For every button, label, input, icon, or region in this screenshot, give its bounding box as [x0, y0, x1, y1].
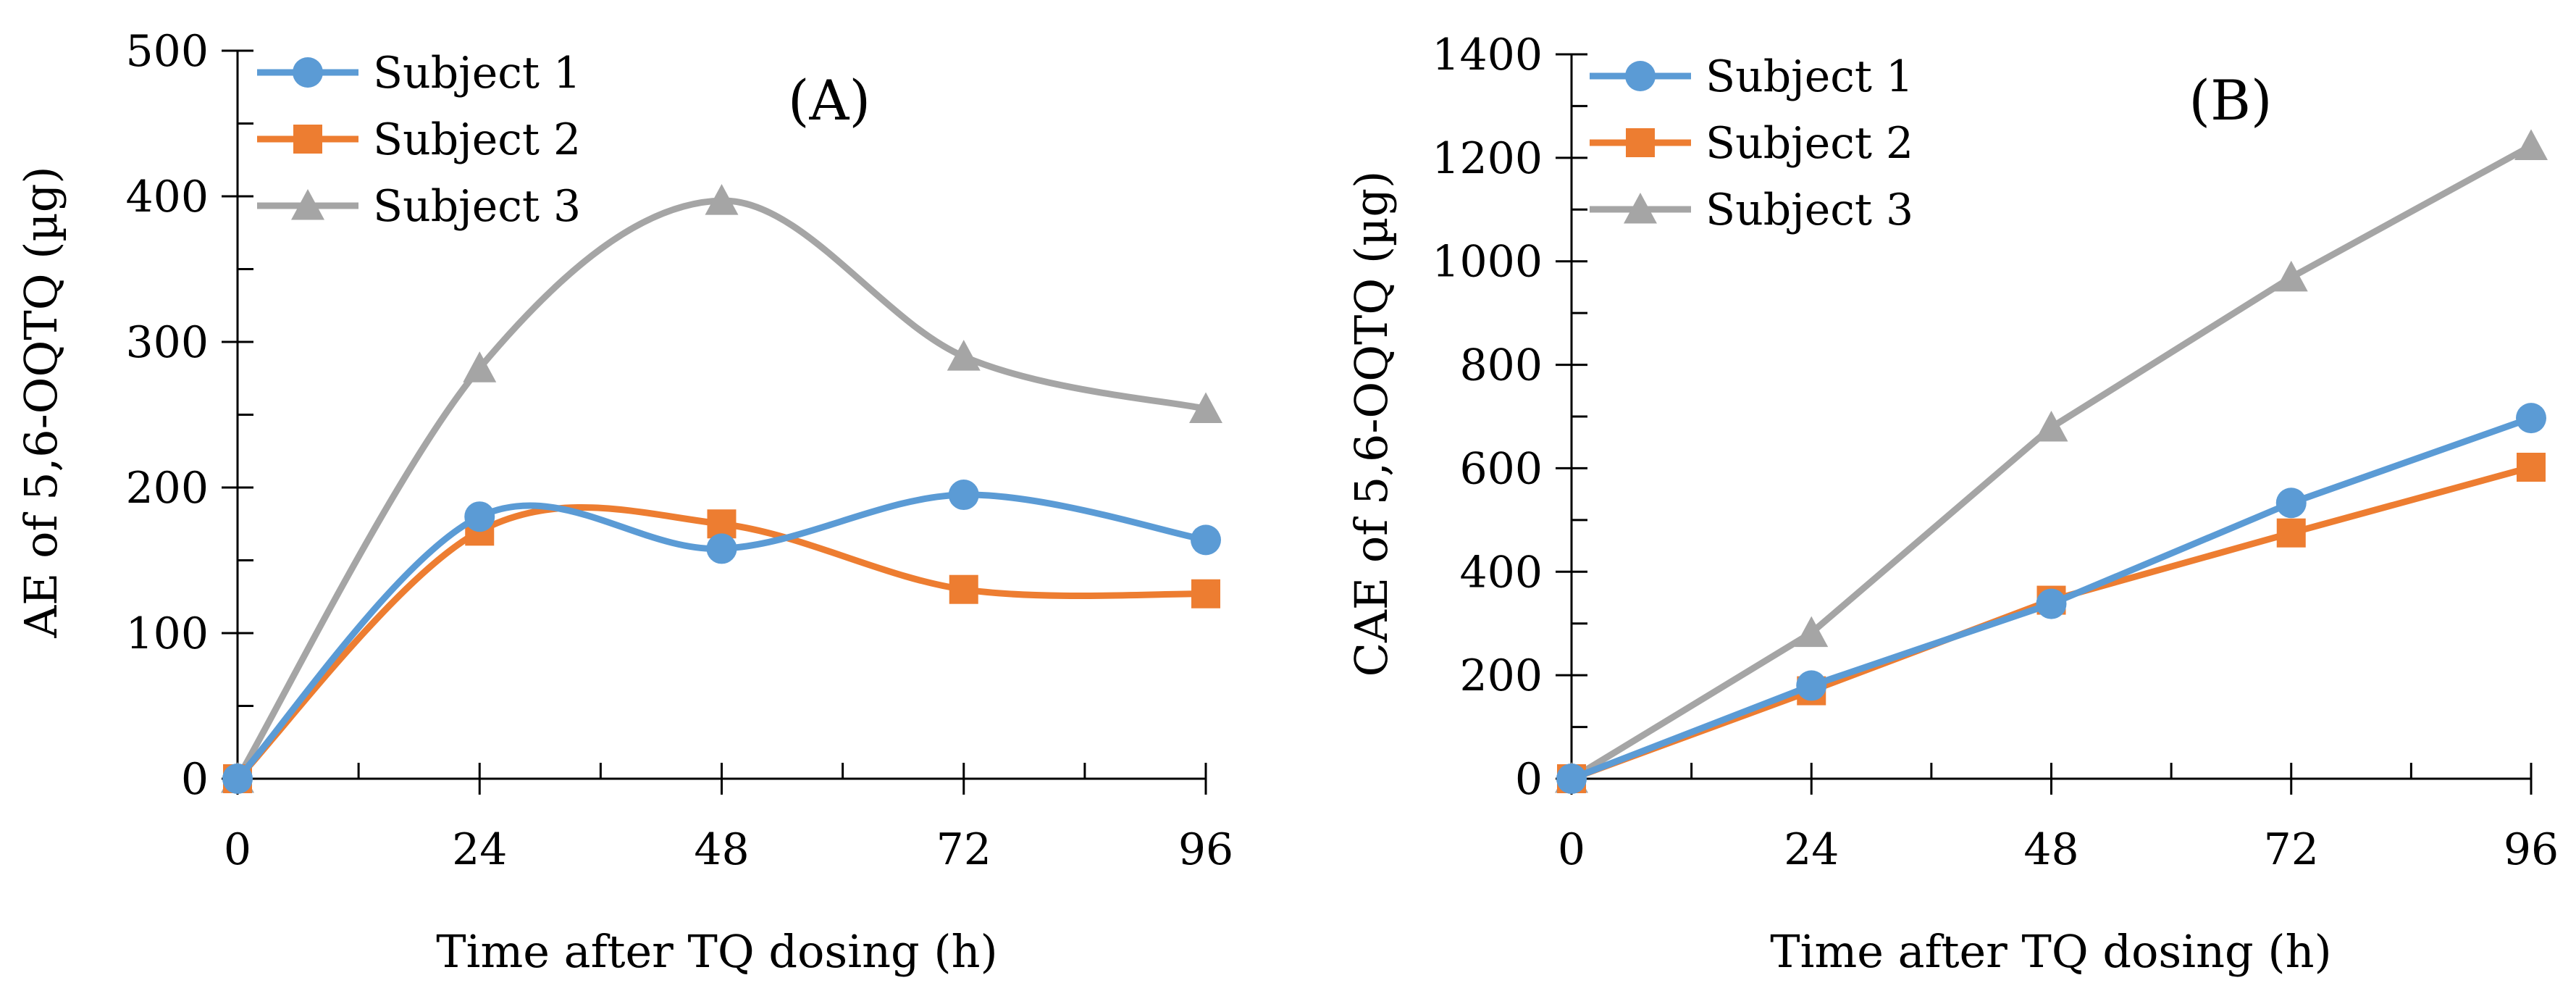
panel-b-series-subject-3-point — [2514, 129, 2548, 160]
panel-a-series-subject-3-line — [234, 197, 1209, 782]
panel-b-y-tick-label: 400 — [1459, 547, 1543, 598]
panel-a-y-tick-label: 400 — [125, 172, 209, 222]
panel-a-series-subject-1-point — [948, 480, 979, 511]
panel-b-y-tick-label: 800 — [1459, 340, 1543, 391]
panel-b-series-subject-3-point — [1795, 616, 1829, 648]
panel-b-series-subject-1-point — [2036, 588, 2067, 619]
panel-b-series-subject-1-point — [2275, 488, 2307, 519]
panel-a-axes — [236, 51, 1206, 780]
panel-a-series-subject-3-point — [947, 340, 981, 371]
panel-b-y-tick-label: 1000 — [1432, 237, 1543, 288]
panel-a: (A) Time after TQ dosing (h) AE of 5,6-O… — [14, 26, 1233, 978]
panel-a-legend-subject-1-label: Subject 1 — [373, 48, 581, 99]
panel-a-series-subject-3-point — [705, 184, 739, 215]
panel-b-series-subject-2-point — [2517, 453, 2546, 482]
panel-b-y-tick-label: 0 — [1515, 754, 1543, 805]
panel-b-x-tick-label: 96 — [2504, 824, 2559, 875]
panel-a-legend-subject-3-marker — [291, 189, 324, 220]
panel-a-series-subject-3-point — [463, 351, 497, 382]
panel-a-legend-subject-2-label: Subject 2 — [373, 114, 581, 165]
panel-a-series-subject-1-line — [234, 491, 1209, 782]
panel-b-x-tick-label: 24 — [1784, 824, 1839, 875]
panel-a-series-subject-1-point — [464, 501, 495, 532]
panel-b-y-tick-label: 600 — [1459, 443, 1543, 494]
panel-b-x-tick-label: 0 — [1558, 824, 1585, 875]
panel-b-x-tick-label: 48 — [2023, 824, 2078, 875]
panel-b-title: (B) — [2189, 68, 2272, 133]
panel-b-x-ticks: 0 24 48 72 96 — [1558, 763, 2559, 875]
panel-b-series-subject-3-point — [2274, 260, 2308, 292]
panel-a-legend-subject-2-marker — [293, 125, 322, 154]
panel-b-x-tick-label: 72 — [2264, 824, 2319, 875]
panel-b-series-subject-2-point — [2276, 518, 2306, 548]
panel-a-legend-subject-3-label: Subject 3 — [373, 181, 581, 232]
panel-b-y-axis-title: CAE of 5,6-OQTQ (µg) — [1345, 171, 1398, 677]
panel-b-y-ticks: 0 200 400 600 800 1000 1200 1400 — [1432, 30, 1587, 805]
panel-a-y-tick-label: 100 — [125, 608, 209, 659]
panel-a-series-subject-2-point — [949, 574, 978, 604]
panel-a-legend: Subject 1 Subject 2 Subject 3 — [257, 48, 581, 232]
panel-a-title: (A) — [788, 68, 870, 133]
panel-b-y-tick-label: 200 — [1459, 650, 1543, 701]
panel-b-series-subject-3-point — [2034, 411, 2068, 442]
panel-a-y-tick-label: 300 — [125, 317, 209, 368]
panel-a-x-tick-label: 48 — [694, 824, 749, 875]
panel-b-axes — [1570, 54, 2531, 780]
panel-b-series — [1555, 129, 2548, 794]
panel-b-legend-subject-1-label: Subject 1 — [1706, 51, 1913, 102]
panel-a-series-subject-1-point — [706, 533, 737, 564]
panel-b-legend-subject-3-label: Subject 3 — [1706, 185, 1913, 235]
panel-b-legend-subject-3-marker — [1624, 193, 1657, 224]
panel-a-series-subject-1-point — [222, 764, 253, 794]
panel-b-legend: Subject 1 Subject 2 Subject 3 — [1590, 51, 1913, 235]
panel-a-y-axis-title: AE of 5,6-OQTQ (µg) — [14, 166, 67, 638]
panel-a-series-subject-3-point — [1189, 392, 1222, 424]
panel-a-y-tick-label: 0 — [181, 754, 209, 805]
panel-a-x-axis-title: Time after TQ dosing (h) — [436, 925, 997, 978]
panel-b-legend-subject-2-label: Subject 2 — [1706, 118, 1913, 169]
panel-b-series-subject-1-point — [2516, 403, 2546, 434]
panel-a-x-tick-label: 96 — [1178, 824, 1233, 875]
panel-a-x-ticks: 0 24 48 72 96 — [224, 763, 1233, 875]
panel-b-legend-subject-1-marker — [1625, 61, 1656, 91]
panel-b-legend-subject-2-marker — [1626, 128, 1655, 157]
panel-a-x-tick-label: 24 — [452, 824, 507, 875]
panel-b-series-subject-1-point — [1796, 670, 1827, 701]
panel-b: (B) Time after TQ dosing (h) CAE of 5,6-… — [1345, 30, 2559, 978]
panel-a-series — [221, 184, 1222, 794]
panel-a-x-tick-label: 0 — [224, 824, 251, 875]
panel-a-series-subject-1-point — [1191, 524, 1221, 556]
panel-b-x-axis-title: Time after TQ dosing (h) — [1770, 925, 2331, 978]
panel-a-series-subject-2-point — [1191, 579, 1220, 608]
panel-b-y-tick-label: 1200 — [1432, 133, 1543, 184]
panel-b-y-tick-label: 1400 — [1432, 30, 1543, 80]
panel-a-x-tick-label: 72 — [936, 824, 991, 875]
panel-b-series-subject-1-point — [1556, 764, 1587, 794]
panel-a-y-tick-label: 200 — [125, 463, 209, 514]
panel-a-y-tick-label: 500 — [125, 26, 209, 77]
panel-a-legend-subject-1-marker — [293, 57, 323, 88]
